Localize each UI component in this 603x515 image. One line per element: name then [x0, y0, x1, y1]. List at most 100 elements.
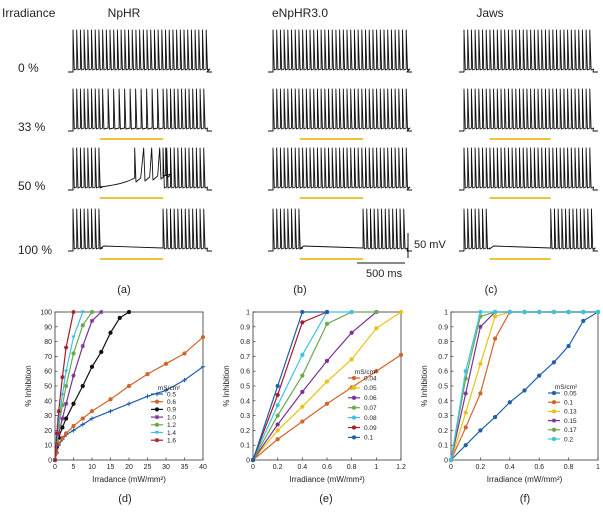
x-tick-label: 0.4 — [505, 464, 515, 471]
series-line — [252, 311, 328, 461]
y-tick-label: 60 — [44, 369, 52, 376]
legend-title: mS/cm² — [555, 384, 578, 391]
data-point — [63, 401, 69, 406]
x-tick-label: 1 — [374, 464, 378, 471]
legend-entry: 0.06 — [364, 395, 377, 402]
plot-frame — [252, 311, 402, 461]
data-point — [89, 364, 95, 369]
data-point — [80, 343, 85, 349]
data-point — [463, 443, 468, 448]
data-point — [522, 388, 527, 393]
data-point — [324, 379, 330, 384]
data-point — [63, 431, 69, 436]
data-point — [324, 321, 330, 326]
y-tick-label: 1 — [246, 310, 250, 317]
legend-entry: 0.09 — [364, 425, 377, 432]
data-point — [374, 369, 379, 374]
data-point — [398, 352, 404, 358]
y-tick-label: 0.9 — [438, 324, 448, 331]
voltage-trace — [68, 147, 212, 191]
voltage-trace — [459, 88, 598, 132]
data-point — [581, 318, 586, 324]
series-line — [252, 311, 377, 461]
data-point — [492, 414, 498, 420]
legend-entry: 0.9 — [167, 407, 176, 414]
data-point — [324, 309, 330, 315]
y-tick-label: 0.7 — [438, 354, 448, 361]
data-point — [99, 349, 104, 355]
legend-entry: 1.6 — [167, 438, 176, 445]
voltage-scale-label: 50 mV — [414, 239, 446, 251]
panel-label: (a) — [117, 284, 130, 296]
data-point — [63, 383, 69, 389]
y-axis-label: % Inhibition — [222, 365, 231, 406]
data-point — [71, 309, 76, 315]
y-tick-label: 0.3 — [240, 413, 250, 420]
data-point — [182, 377, 187, 383]
legend-entry: 1.0 — [167, 414, 176, 421]
series-0.05 — [448, 309, 601, 463]
y-tick-label: 10 — [44, 443, 52, 450]
data-point — [300, 320, 305, 325]
y-tick-label: 100 — [40, 310, 52, 317]
legend-entry: 0.1 — [364, 435, 373, 442]
y-tick-label: 50 — [44, 384, 52, 391]
data-point — [52, 457, 58, 463]
data-point — [99, 309, 104, 315]
y-tick-label: 0.1 — [438, 443, 448, 450]
y-tick-label: 0 — [48, 458, 52, 465]
data-point — [275, 392, 280, 398]
data-point — [200, 335, 206, 340]
panel-label: (f) — [520, 493, 530, 505]
data-point — [275, 437, 280, 442]
data-point — [522, 309, 527, 315]
data-point — [56, 408, 61, 414]
x-tick-label: 30 — [162, 464, 170, 471]
data-point — [154, 438, 160, 443]
y-tick-label: 70 — [44, 354, 52, 361]
data-point — [145, 394, 150, 399]
data-point — [275, 383, 280, 389]
data-point — [351, 385, 357, 391]
data-point — [108, 397, 113, 402]
series-1.6 — [52, 309, 76, 463]
data-point — [478, 309, 483, 315]
series-0.5 — [52, 364, 206, 463]
y-tick-label: 1 — [444, 310, 448, 317]
voltage-trace — [68, 88, 212, 132]
data-point — [551, 418, 557, 423]
data-point — [374, 309, 379, 315]
legend-entry: 0.6 — [167, 399, 176, 406]
y-tick-label: 0.7 — [240, 354, 250, 361]
data-point — [300, 373, 305, 378]
data-point — [71, 335, 76, 340]
data-point — [349, 357, 354, 362]
data-point — [551, 409, 557, 414]
inhibition-chart: 0 0.2 0.4 0.6 0.8 1 0 0.1 0.2 0.3 0.4 0.5 0.6 0.7 0.8 0… — [420, 309, 601, 505]
irradiance-row-label: 33 % — [18, 120, 46, 134]
data-point — [478, 361, 483, 366]
x-tick-label: 0.6 — [534, 464, 544, 471]
data-point — [349, 309, 354, 315]
data-point — [398, 309, 404, 315]
x-tick-label: 0.8 — [564, 464, 574, 471]
legend-entry: 0.1 — [564, 400, 573, 407]
data-point — [126, 309, 132, 315]
x-tick-label: 0.4 — [297, 464, 307, 471]
data-point — [182, 351, 187, 356]
data-point — [63, 345, 69, 350]
y-tick-label: 0.6 — [438, 369, 448, 376]
x-axis-label: Irradance (mW/mm²) — [92, 475, 166, 484]
y-tick-label: 0.4 — [240, 398, 250, 405]
data-point — [250, 457, 256, 463]
x-axis-label: Irradiance (mW/mm²) — [289, 475, 365, 484]
data-point — [551, 390, 557, 396]
data-point — [126, 383, 132, 389]
data-point — [80, 383, 85, 389]
data-point — [324, 358, 330, 363]
data-point — [275, 422, 280, 427]
series-line — [252, 354, 402, 461]
data-point — [351, 415, 357, 420]
irradiance-row-label: 0 % — [18, 61, 39, 75]
y-tick-label: 0.5 — [438, 384, 448, 391]
